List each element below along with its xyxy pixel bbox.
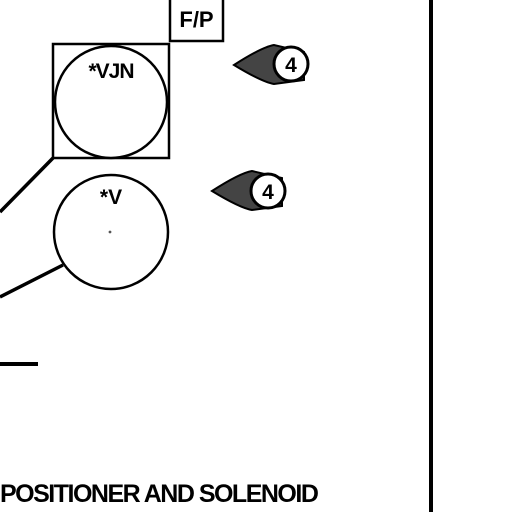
instrument-2-label: *V <box>100 186 122 209</box>
instrument-1-label: *VJN <box>88 60 133 83</box>
instrument-bubble-1 <box>53 44 169 160</box>
callout-marker-2 <box>210 169 287 212</box>
fp-tag-label: F/P <box>179 7 213 32</box>
center-dot <box>108 230 112 234</box>
connection-line-1 <box>0 156 55 214</box>
callout-1-number: 4 <box>285 54 297 77</box>
callout-2-number: 4 <box>262 181 274 204</box>
connection-line-2 <box>0 263 64 299</box>
diagram-caption: POSITIONER AND SOLENOID <box>0 480 319 508</box>
callout-marker-1 <box>232 43 310 86</box>
fp-tag-box <box>168 0 225 43</box>
